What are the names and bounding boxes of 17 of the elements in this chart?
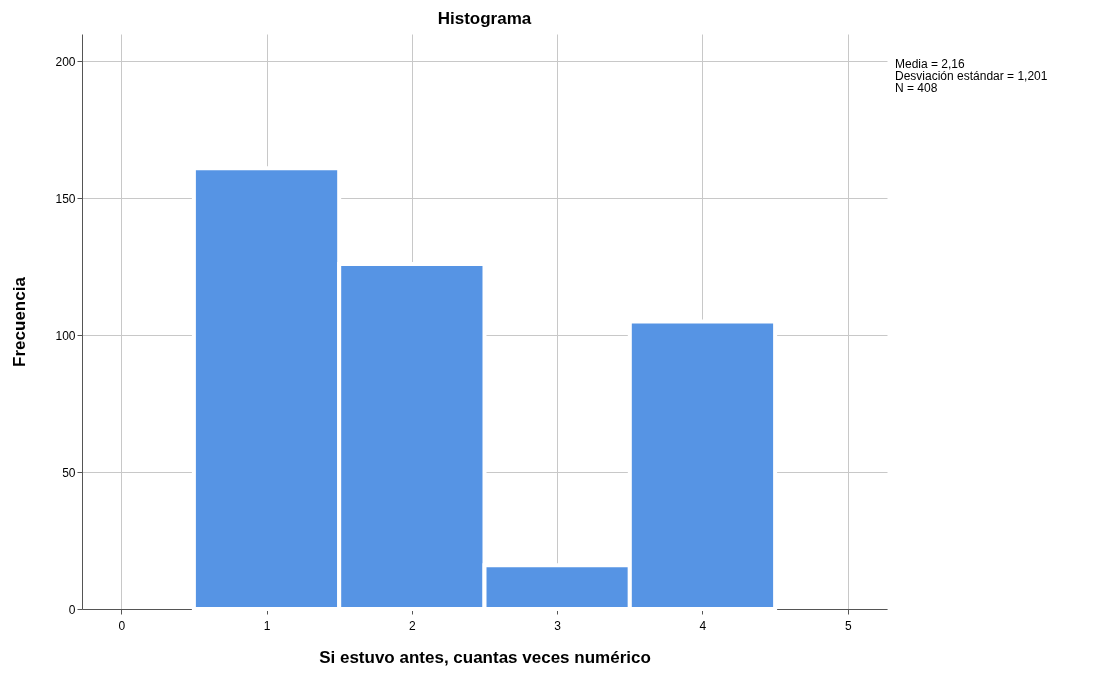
y-tick-label: 50	[62, 465, 76, 480]
x-tick-label: 0	[118, 618, 126, 633]
x-tick-label: 2	[409, 618, 416, 633]
text: N = 408	[895, 81, 938, 95]
y-tick-label: 150	[55, 191, 76, 206]
x-tick-label: 4	[699, 618, 707, 633]
x-tick-label: 5	[844, 618, 852, 633]
text: Media = 2,16	[895, 57, 966, 71]
chart-title: Histograma	[437, 9, 532, 28]
y-tick-label: 200	[55, 54, 76, 69]
y-axis-title: Frecuencia	[10, 276, 30, 367]
y-tick-label: 0	[68, 602, 76, 617]
x-tick-label: 1	[263, 618, 271, 633]
y-tick-label: 100	[55, 328, 76, 343]
x-axis-title: Si estuvo antes, cuantas veces numérico	[319, 647, 651, 667]
text: Desviación estándar = 1,201	[895, 69, 1048, 83]
x-tick-label: 3	[554, 618, 562, 633]
